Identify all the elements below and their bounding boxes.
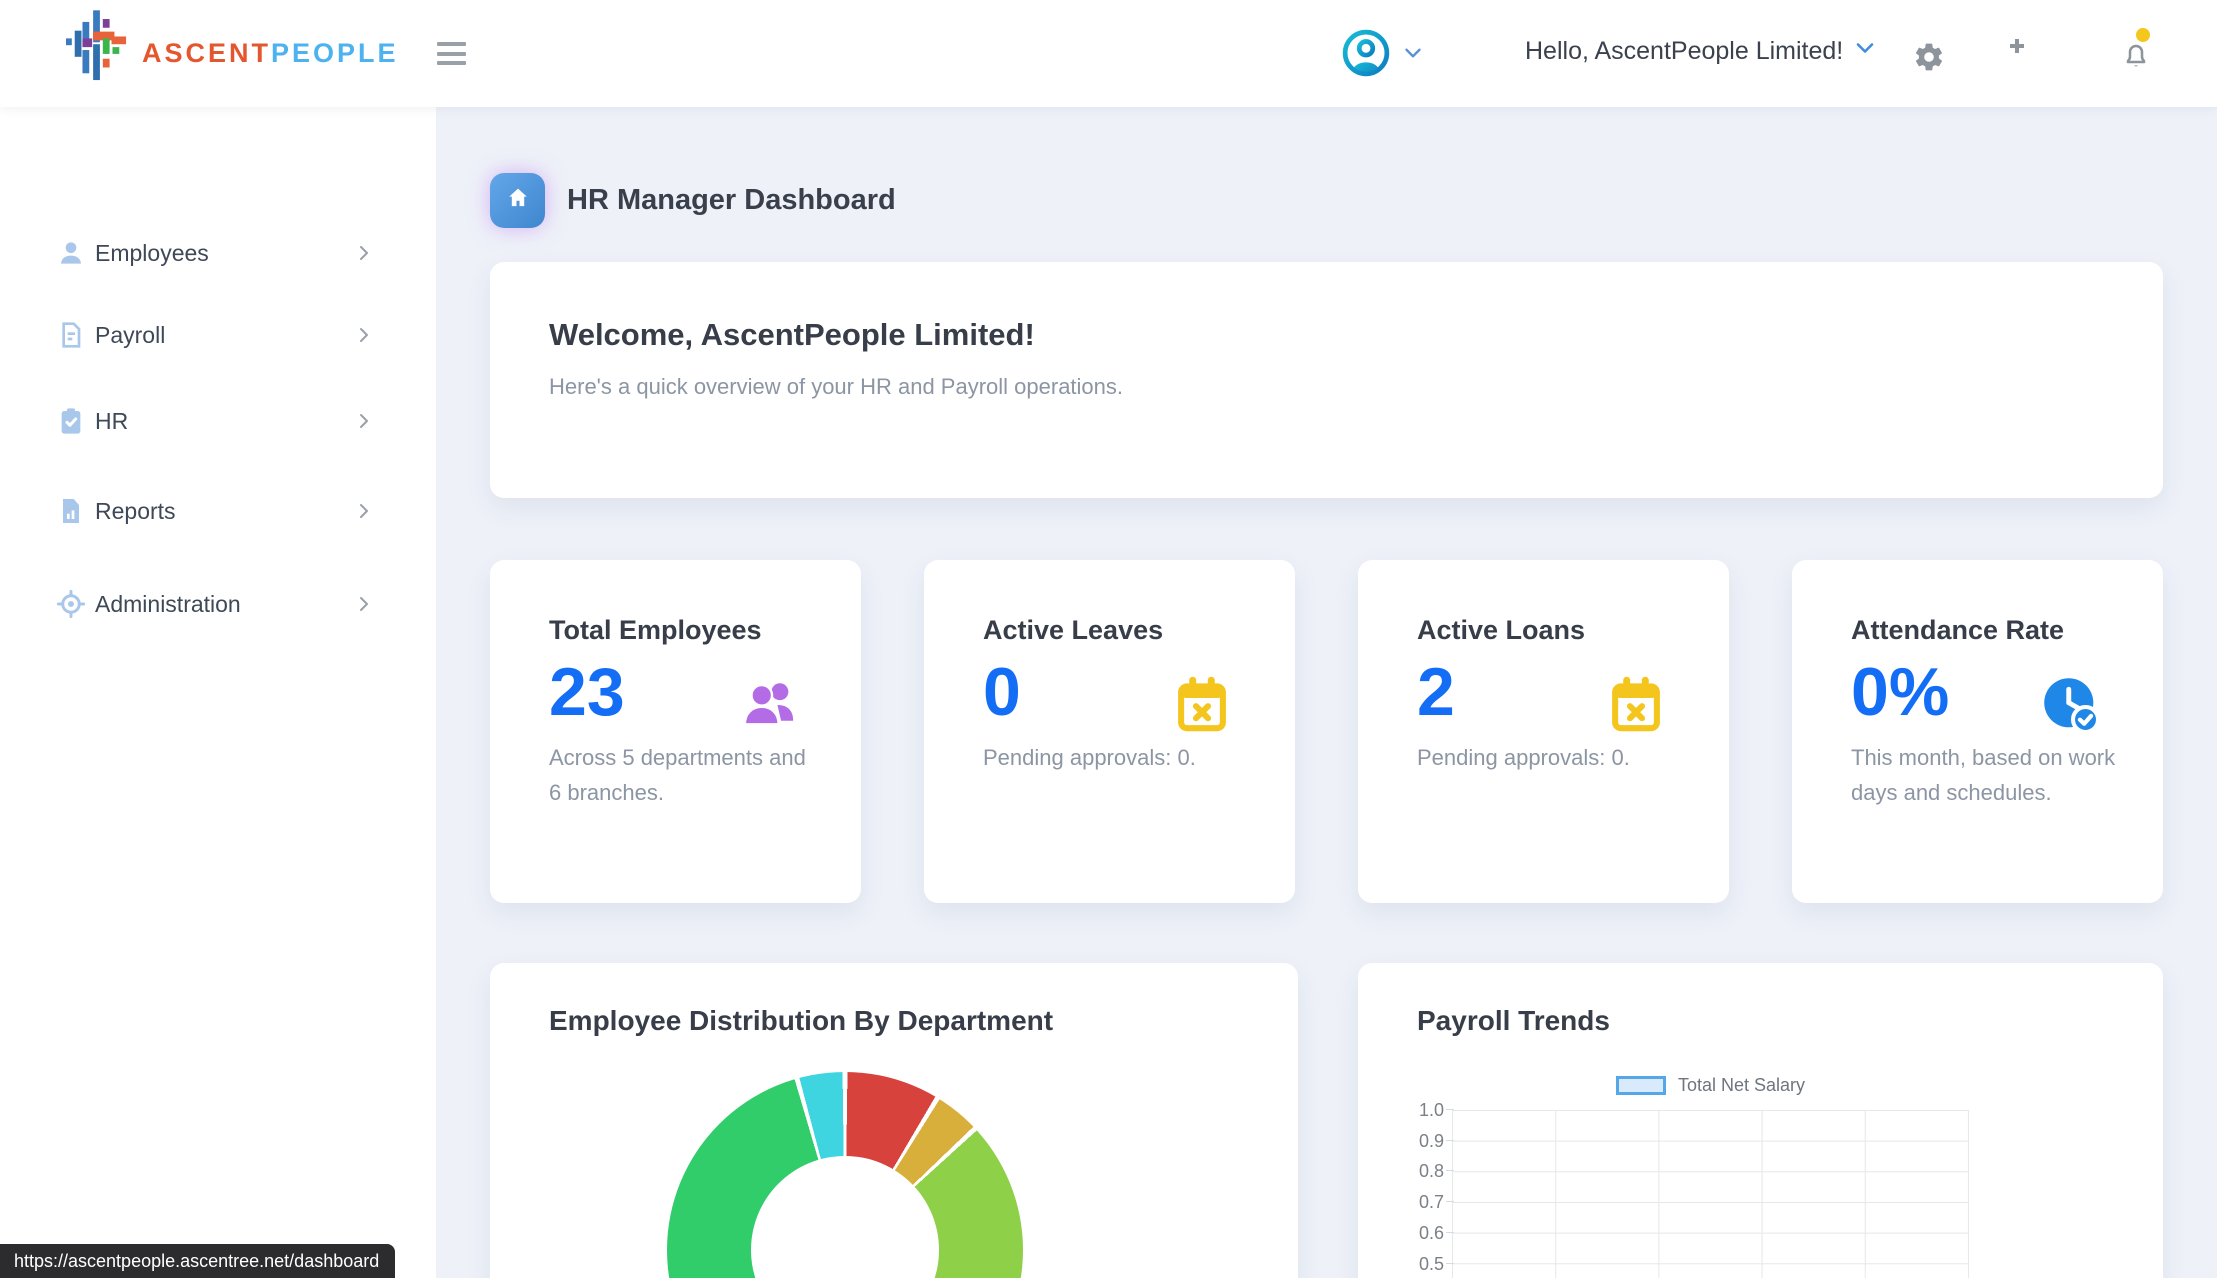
payroll-chart-grid: [1452, 1110, 1969, 1278]
user-icon: [55, 237, 87, 269]
notification-badge-dot: [2136, 28, 2150, 42]
greeting-text: Hello, AscentPeople Limited!: [1525, 37, 1844, 65]
sidebar-item-label: Administration: [95, 590, 241, 617]
sidebar-item-label: HR: [95, 407, 129, 434]
stat-card-active-leaves: Active Leaves 0 Pending approvals: 0.: [924, 560, 1295, 903]
stat-title: Active Loans: [1417, 615, 1586, 645]
home-button[interactable]: [490, 172, 545, 228]
sidebar-item-hr[interactable]: HR: [0, 393, 436, 449]
brand-logo-icon: [66, 10, 128, 97]
top-header: ASCENTPEOPLE Hello, AscentPeople Limit: [0, 0, 2217, 107]
stat-caption: Pending approvals: 0.: [1417, 745, 1630, 770]
stat-caption: Pending approvals: 0.: [983, 745, 1196, 770]
clock-check-icon: [2042, 676, 2100, 734]
people-icon: [740, 676, 798, 734]
document-icon: [55, 319, 87, 351]
stat-caption: Across 5 departments and 6 branches.: [549, 745, 806, 805]
y-axis-tick: 0.9: [1388, 1131, 1454, 1151]
page-title: HR Manager Dashboard: [567, 183, 896, 216]
stat-value: 0%: [1851, 654, 1950, 730]
user-menu-chevron-down-icon: [1400, 40, 1426, 71]
stat-caption: This month, based on work days and sched…: [1851, 745, 2116, 805]
stat-card-total-employees: Total Employees 23 Across 5 departments …: [490, 560, 861, 903]
sidebar-item-employees[interactable]: Employees: [0, 225, 436, 281]
stat-title: Active Leaves: [983, 615, 1164, 645]
stat-value: 0: [983, 654, 1021, 730]
chevron-right-icon: [352, 241, 376, 265]
payroll-trends-card: Payroll Trends Total Net Salary 1.0 0.9 …: [1358, 963, 2163, 1278]
clipboard-check-icon: [55, 405, 87, 437]
sidebar-nav: Employees Payroll HR Reports: [0, 107, 436, 1278]
stat-card-attendance-rate: Attendance Rate 0% This month, based on …: [1792, 560, 2163, 903]
welcome-title: Welcome, AscentPeople Limited!: [549, 317, 1035, 352]
home-icon: [504, 184, 532, 217]
brand-logo[interactable]: ASCENTPEOPLE: [66, 10, 399, 97]
chevron-right-icon: [352, 323, 376, 347]
chevron-right-icon: [352, 499, 376, 523]
legend-label: Total Net Salary: [1677, 1075, 1806, 1095]
chevron-right-icon: [352, 409, 376, 433]
chevron-right-icon: [352, 592, 376, 616]
greeting-dropdown[interactable]: Hello, AscentPeople Limited!: [1525, 34, 1879, 69]
y-axis-tick: 0.7: [1388, 1192, 1454, 1212]
sidebar-item-administration[interactable]: Administration: [0, 576, 436, 632]
brand-name: ASCENTPEOPLE: [142, 38, 399, 68]
stat-title: Total Employees: [549, 615, 762, 645]
stat-value: 23: [549, 654, 625, 730]
sidebar-item-label: Reports: [95, 497, 176, 524]
sidebar-item-label: Employees: [95, 239, 209, 266]
legend-item-total-net-salary[interactable]: Total Net Salary: [1452, 1075, 1969, 1096]
sidebar-item-label: Payroll: [95, 321, 166, 348]
report-file-icon: [55, 495, 87, 527]
welcome-card: Welcome, AscentPeople Limited! Here's a …: [490, 262, 2163, 498]
stat-value: 2: [1417, 654, 1455, 730]
y-axis-tick: 1.0: [1388, 1100, 1454, 1120]
target-icon: [55, 588, 87, 620]
sidebar-toggle-hamburger-icon[interactable]: [437, 42, 466, 65]
department-donut-chart[interactable]: [667, 1072, 1023, 1278]
calendar-x-icon: [1608, 676, 1666, 734]
settings-gear-icon[interactable]: [1913, 41, 1945, 78]
user-avatar-icon: [1342, 29, 1390, 82]
sidebar-item-reports[interactable]: Reports: [0, 483, 436, 539]
department-distribution-card: Employee Distribution By Department: [490, 963, 1298, 1278]
browser-status-url: https://ascentpeople.ascentree.net/dashb…: [0, 1244, 396, 1278]
sidebar-item-payroll[interactable]: Payroll: [0, 307, 436, 363]
y-axis-tick: 0.6: [1388, 1223, 1454, 1243]
calendar-x-icon: [1174, 676, 1232, 734]
y-axis-tick: 0.5: [1388, 1254, 1454, 1274]
stat-title: Attendance Rate: [1851, 615, 2065, 645]
welcome-subtitle: Here's a quick overview of your HR and P…: [549, 374, 1124, 399]
y-axis-tick: 0.8: [1388, 1161, 1454, 1181]
notifications-bell-icon[interactable]: [2120, 40, 2152, 77]
donut-chart-title: Employee Distribution By Department: [549, 1005, 1054, 1036]
stat-card-active-loans: Active Loans 2 Pending approvals: 0.: [1358, 560, 1729, 903]
line-chart-title: Payroll Trends: [1417, 1005, 1610, 1036]
legend-swatch: [1615, 1076, 1666, 1095]
user-menu[interactable]: [1342, 29, 1426, 82]
greeting-chevron-down-icon: [1851, 34, 1879, 69]
